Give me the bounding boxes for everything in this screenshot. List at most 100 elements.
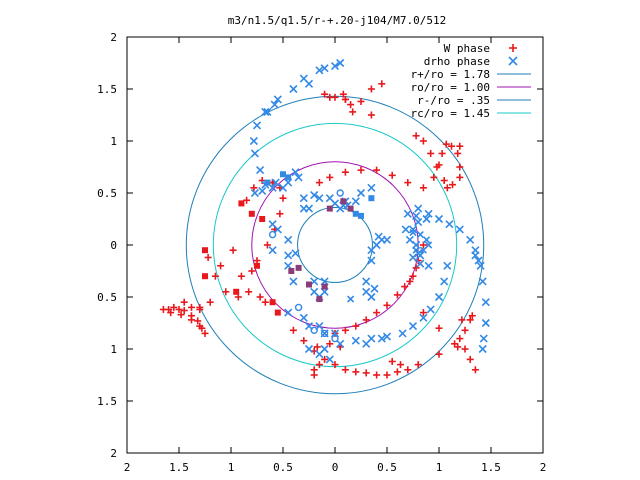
legend-label-2: r+/ro = 1.78 xyxy=(411,68,490,81)
w-phase-point-22 xyxy=(201,329,209,337)
drho-phase-point-10 xyxy=(258,186,267,195)
w-phase-point-18 xyxy=(180,307,188,315)
drho-phase-point-35 xyxy=(479,334,488,343)
w-phase-point-114 xyxy=(471,366,479,374)
drho-phase-point-88 xyxy=(315,194,324,203)
w-phase-point-112 xyxy=(461,345,469,353)
drho-phase-point-81 xyxy=(351,197,360,206)
w-phase-point-90 xyxy=(310,371,318,379)
drho-phase-point-50 xyxy=(284,308,293,317)
drho-phase-point-31 xyxy=(476,261,485,270)
drho-phase-point-42 xyxy=(414,218,423,227)
w-phase-point-98 xyxy=(393,291,401,299)
drho-phase-point-43 xyxy=(408,225,418,234)
w-phase-point-26 xyxy=(167,309,175,317)
w-phase-point-17 xyxy=(170,303,178,311)
w-phase-point-10 xyxy=(237,272,245,280)
drho-phase-point-37 xyxy=(403,209,412,218)
w-phase-point-20 xyxy=(194,317,202,325)
marker-square-2-2 xyxy=(368,195,375,202)
drho-phase-point-40 xyxy=(471,251,480,260)
w-phase-point-28 xyxy=(248,267,256,275)
drho-phase-point-1 xyxy=(289,84,298,94)
drho-phase-point-24 xyxy=(414,204,423,213)
y-tick-label-1: 1.5 xyxy=(97,83,117,96)
marker-square-1-5 xyxy=(340,198,347,205)
marker-square-1-4 xyxy=(321,283,328,290)
w-phase-point-110 xyxy=(458,316,466,324)
w-phase-point-24 xyxy=(187,316,195,324)
w-phase-point-94 xyxy=(352,322,360,330)
w-phase-point-44 xyxy=(419,184,427,192)
drho-phase-point-80 xyxy=(356,188,366,198)
legend-label-1: drho phase xyxy=(424,55,490,68)
chart-title: m3/n1.5/q1.5/r-+.20-j104/M7.0/512 xyxy=(228,14,447,27)
w-phase-point-60 xyxy=(321,90,329,98)
w-phase-point-0 xyxy=(243,196,251,204)
marker-square-2-4 xyxy=(352,210,359,217)
w-phase-point-29 xyxy=(245,288,253,296)
drho-phase-point-20 xyxy=(320,64,329,73)
marker-cross-4-2 xyxy=(425,241,433,249)
drho-phase-point-111 xyxy=(424,261,433,270)
w-phase-point-14 xyxy=(175,305,183,313)
w-phase-point-57 xyxy=(427,149,435,157)
w-phase-point-11 xyxy=(222,288,230,296)
w-phase-point-12 xyxy=(206,298,214,306)
marker-square-1-3 xyxy=(316,296,323,303)
drho-phase-point-72 xyxy=(362,339,371,348)
drho-phase-point-93 xyxy=(382,235,392,244)
w-phase-point-63 xyxy=(347,101,355,109)
w-phase-point-43 xyxy=(404,179,412,187)
marker-circle-3-5 xyxy=(294,303,303,312)
w-phase-point-75 xyxy=(321,355,329,363)
marker-circle-3-4 xyxy=(336,189,344,197)
w-phase-point-51 xyxy=(456,163,464,171)
w-phase-point-95 xyxy=(362,316,370,324)
marker-square-0-7 xyxy=(269,299,276,306)
y-tick-label-2: 1 xyxy=(110,135,117,148)
legend-key-0 xyxy=(509,44,517,52)
w-phase-point-5 xyxy=(279,194,287,202)
y-tick-label-5: 0.5 xyxy=(97,291,117,304)
drho-phase-point-22 xyxy=(263,107,272,116)
drho-phase-point-68 xyxy=(434,292,444,302)
drho-phase-point-76 xyxy=(291,249,300,258)
drho-phase-point-32 xyxy=(478,277,487,286)
drho-phase-point-38 xyxy=(412,211,421,220)
w-phase-point-109 xyxy=(466,316,474,324)
drho-phase-point-109 xyxy=(289,277,298,286)
drho-phase-point-95 xyxy=(367,256,376,265)
circle-0 xyxy=(185,95,485,395)
w-phase-point-42 xyxy=(388,171,396,179)
w-phase-point-77 xyxy=(341,366,349,374)
drho-phase-point-94 xyxy=(374,232,383,241)
drho-phase-point-75 xyxy=(284,235,293,244)
w-phase-point-65 xyxy=(326,93,334,101)
y-tick-label-6: 1 xyxy=(110,343,117,356)
drho-phase-point-85 xyxy=(299,194,308,203)
marker-cross-4-1 xyxy=(422,236,431,244)
drho-phase-point-59 xyxy=(320,344,329,354)
w-phase-point-70 xyxy=(367,111,375,119)
x-tick-label-1: 1.5 xyxy=(169,461,189,474)
w-phase-point-64 xyxy=(339,90,347,98)
drho-phase-point-74 xyxy=(273,225,282,234)
drho-phase-point-78 xyxy=(268,246,277,255)
drho-phase-point-2 xyxy=(273,95,282,104)
w-phase-point-106 xyxy=(435,324,443,332)
w-phase-point-49 xyxy=(447,142,455,150)
y-tick-label-4: 0 xyxy=(110,239,117,252)
w-phase-point-55 xyxy=(440,177,448,185)
drho-phase-point-48 xyxy=(408,253,418,262)
marker-square-2-3 xyxy=(358,212,364,219)
w-phase-point-91 xyxy=(313,343,321,351)
marker-square-2-1 xyxy=(280,171,286,178)
marker-square-0-3 xyxy=(202,247,208,254)
w-phase-point-82 xyxy=(393,368,401,376)
drho-phase-point-71 xyxy=(377,334,386,343)
w-phase-point-71 xyxy=(341,95,349,103)
drho-phase-point-6 xyxy=(250,149,259,158)
drho-phase-point-36 xyxy=(478,344,487,354)
w-phase-point-69 xyxy=(378,80,386,88)
